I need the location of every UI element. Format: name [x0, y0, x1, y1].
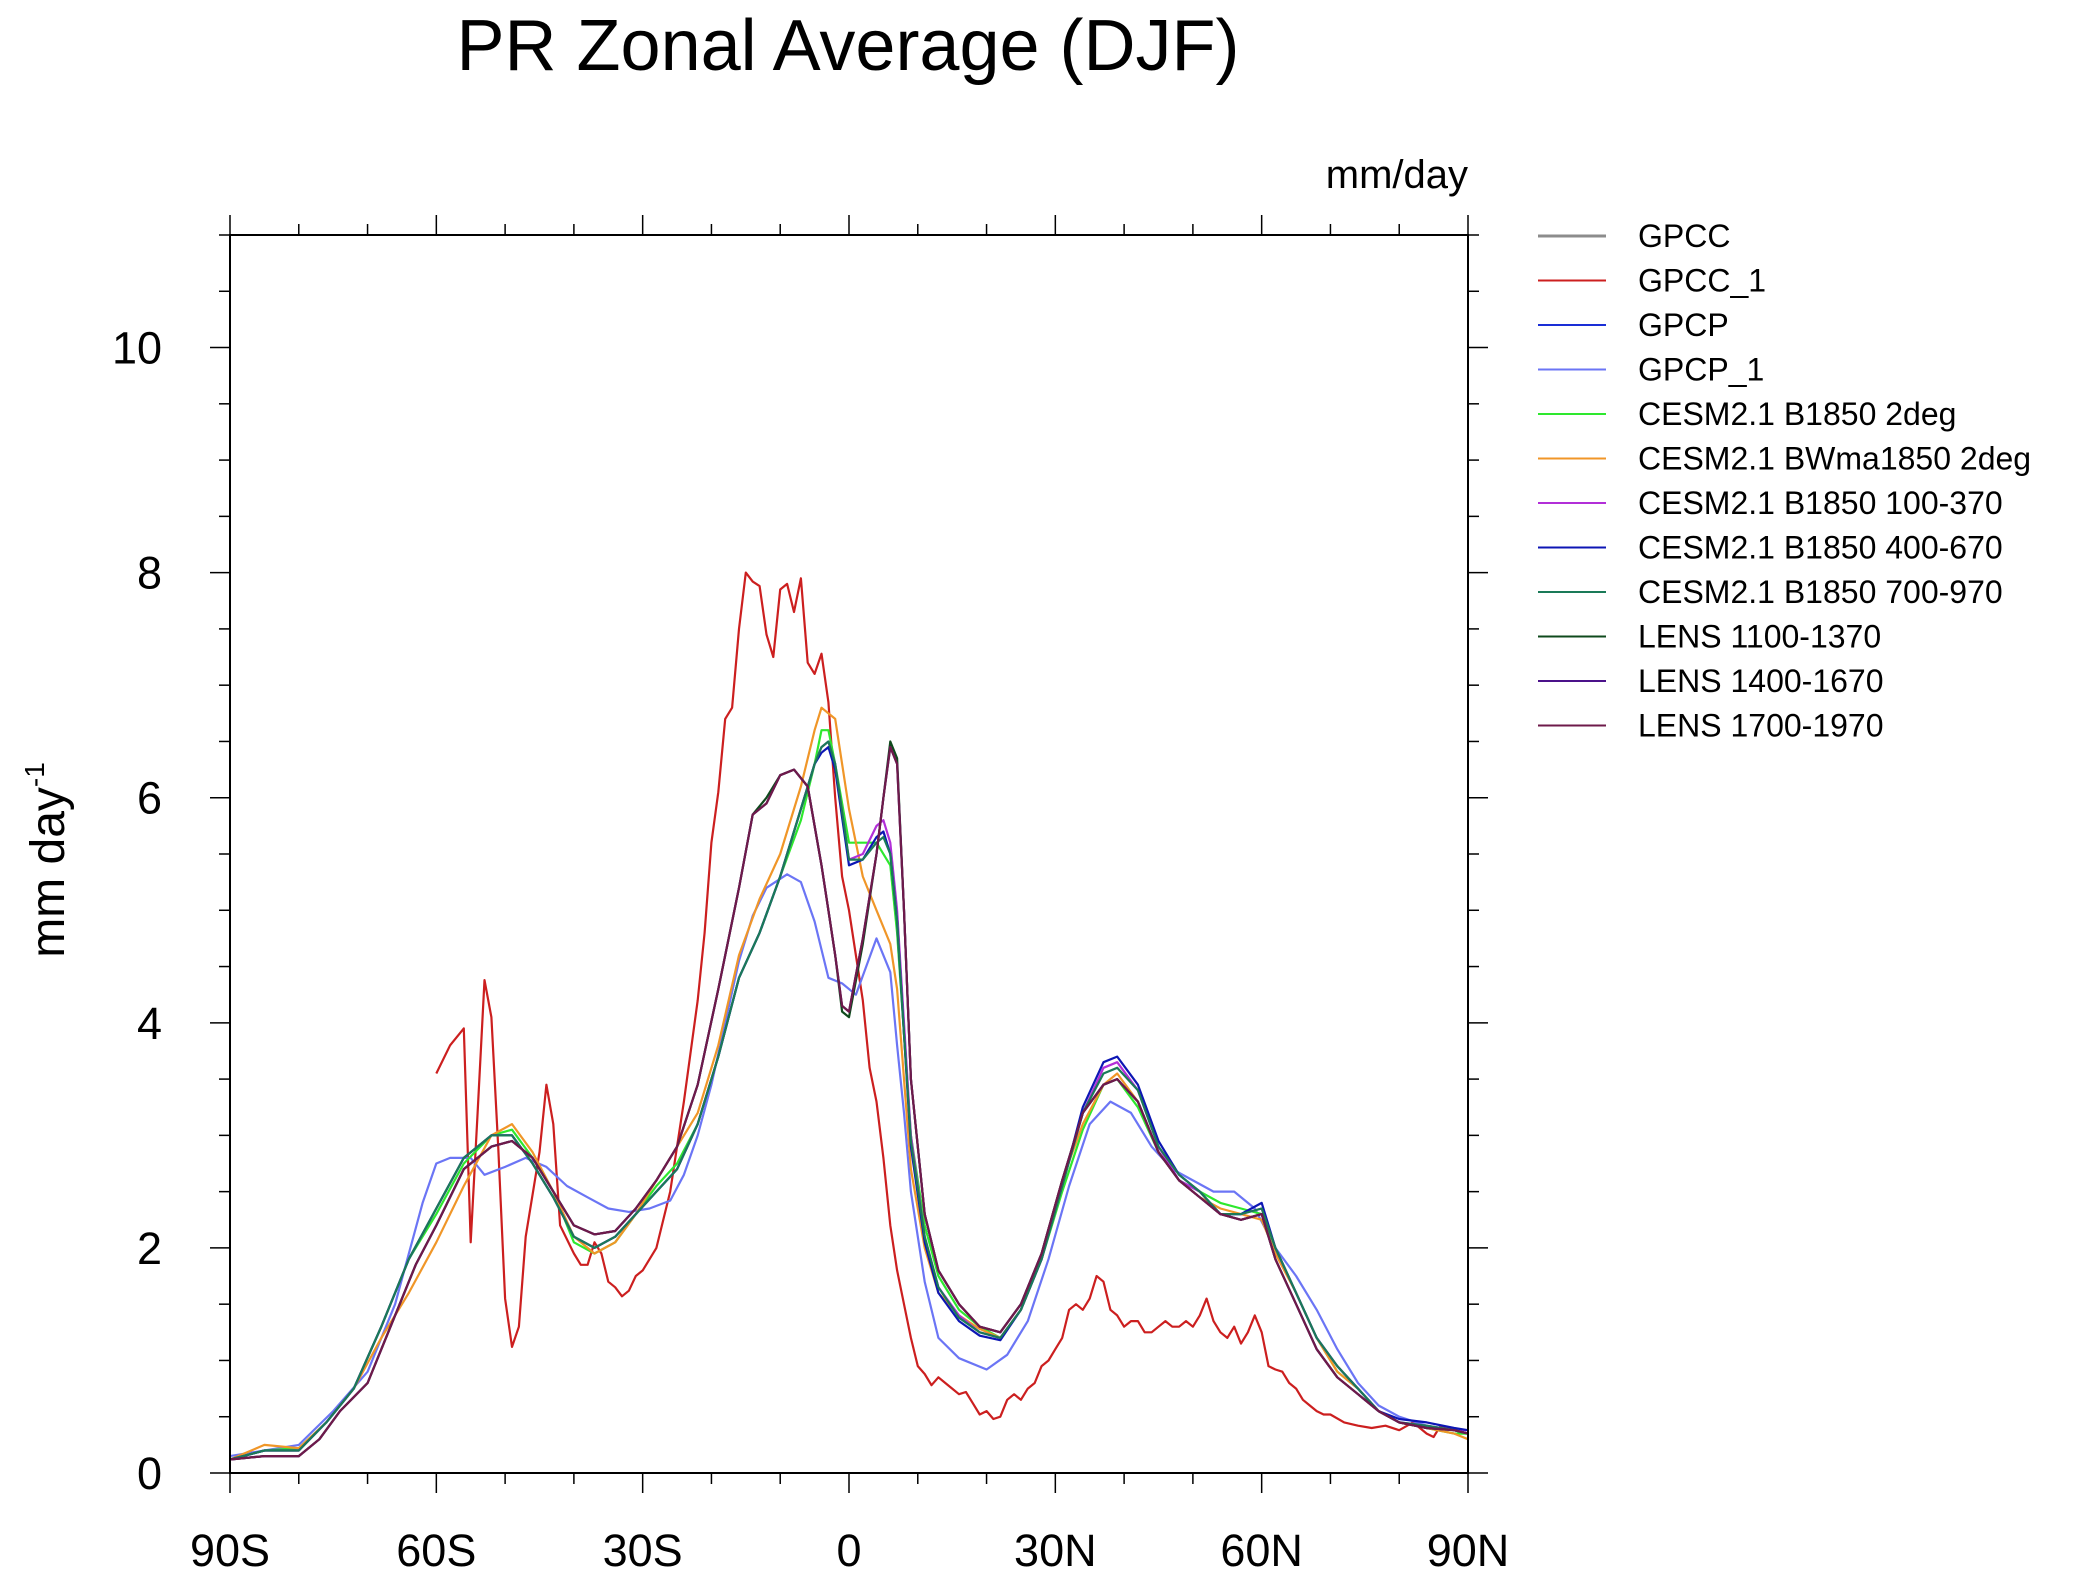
y-tick-label: 4	[137, 998, 162, 1049]
x-tick-label: 90S	[190, 1525, 270, 1576]
y-axis-title: mm day-1	[19, 762, 75, 958]
x-tick-label: 30S	[603, 1525, 683, 1576]
legend-label-cesm2-1-b1850-2deg: CESM2.1 B1850 2deg	[1638, 396, 1956, 432]
y-tick-label: 2	[137, 1223, 162, 1274]
legend-label-cesm2-1-b1850-700-970: CESM2.1 B1850 700-970	[1638, 574, 2003, 610]
series-line-lens-1700-1970	[229, 746, 1469, 1461]
series-layer	[229, 571, 1469, 1461]
series-line-gpcc-1	[435, 571, 1469, 1439]
legend-label-cesm2-1-b1850-100-370: CESM2.1 B1850 100-370	[1638, 485, 2003, 521]
legend-label-lens-1100-1370: LENS 1100-1370	[1638, 619, 1881, 655]
axis-ticks: 90S 60S 30S 0 30N 60N 90N 0 2 4 6 8 10	[112, 215, 1509, 1576]
x-tick-label: 30N	[1014, 1525, 1097, 1576]
series-line-cesm2-1-b1850-100-370	[229, 740, 1468, 1461]
legend-label-lens-1400-1670: LENS 1400-1670	[1638, 663, 1884, 699]
series-line-gpcp-1	[229, 873, 1469, 1458]
y-tick-label: 6	[137, 773, 162, 824]
chart-title: PR Zonal Average (DJF)	[457, 6, 1240, 86]
units-label: mm/day	[1326, 153, 1468, 197]
y-tick-label: 10	[112, 323, 162, 374]
y-tick-label: 8	[137, 548, 162, 599]
x-tick-label: 60N	[1220, 1525, 1303, 1576]
x-tick-label: 60S	[396, 1525, 476, 1576]
series-line-cesm2-1-b1850-2deg	[229, 729, 1468, 1461]
series-line-cesm2-1-bwma1850-2deg	[229, 706, 1469, 1461]
legend-label-gpcc: GPCC	[1638, 218, 1730, 254]
y-axis-title-base: mm day	[22, 787, 75, 958]
legend-label-gpcp: GPCP	[1638, 307, 1729, 343]
legend-label-gpcc-1: GPCC_1	[1638, 263, 1766, 299]
legend-label-gpcp-1: GPCP_1	[1638, 352, 1764, 388]
x-tick-label: 0	[836, 1525, 861, 1576]
x-tick-label: 90N	[1427, 1525, 1510, 1576]
series-line-cesm2-1-b1850-700-970	[229, 740, 1469, 1461]
legend-label-lens-1700-1970: LENS 1700-1970	[1638, 708, 1884, 744]
legend-label-cesm2-1-b1850-400-670: CESM2.1 B1850 400-670	[1638, 530, 2003, 566]
y-tick-label: 0	[137, 1448, 162, 1499]
y-axis-title-superscript: -1	[19, 762, 50, 787]
legend: GPCC GPCC_1 GPCP GPCP_1 CESM2.1 B1850 2deg CE…	[1538, 218, 2031, 744]
legend-label-cesm2-1-bwma1850-2deg: CESM2.1 BWma1850 2deg	[1638, 441, 2031, 477]
series-line-lens-1100-1370	[229, 740, 1469, 1461]
